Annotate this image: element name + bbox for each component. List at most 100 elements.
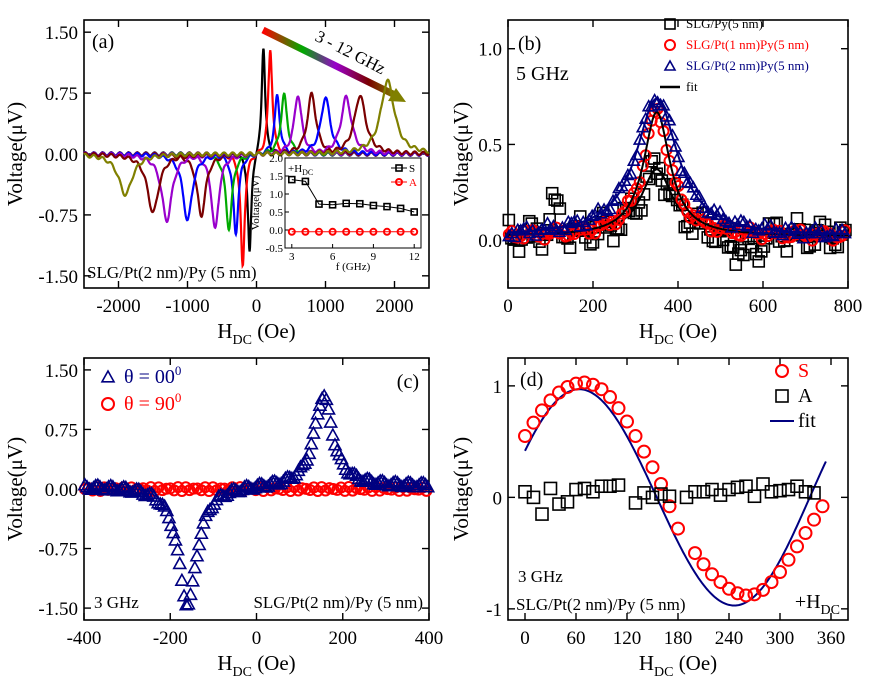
data-marker [165,525,181,539]
data-marker [516,221,531,234]
x-tick-label: 360 [817,628,846,649]
inset-marker [383,227,391,236]
x-tick-label: 60 [567,628,586,649]
panel-b: 0 200 400 600 800 0.0 0.5 1.0 HDC (Oe) Voltage(μV… [449,16,862,348]
data-marker [798,484,813,499]
inset-marker [383,202,391,211]
inset-x-label: f (GHz) [336,261,371,273]
x-tick-label: -400 [67,628,102,649]
data-marker [191,537,207,551]
data-marker [688,546,702,561]
y-axis-label: Voltage(μV) [449,437,473,541]
data-marker [170,542,185,556]
frequency-label: 3 GHz [94,593,139,612]
data-marker [739,479,753,494]
data-marker [203,484,216,497]
data-marker [303,436,319,450]
data-marker [418,477,433,491]
data-marker [668,139,683,152]
legend-marker [664,39,676,51]
inset-marker [328,201,337,209]
inset-y-tick-label: 1.0 [269,189,283,201]
data-marker [790,212,804,225]
data-marker [396,478,412,492]
data-marker [161,510,177,524]
x-tick-label: 200 [329,628,358,649]
data-marker [325,427,341,441]
y-tick-label: 0.00 [45,145,78,166]
data-marker [189,548,205,562]
data-marker [172,556,188,570]
frequency-label: 3 GHz [518,567,563,586]
data-marker [644,99,659,112]
x-axis-label: HDC (Oe) [217,319,295,348]
inset-x-tick-label: 12 [409,251,420,263]
field-direction-label: +HDC [795,591,840,618]
x-tick-label: 200 [579,296,608,317]
x-tick-label: 300 [766,628,795,649]
y-tick-label: 0.75 [45,420,78,441]
data-marker [781,552,796,567]
x-tick-label: -1000 [165,296,209,317]
x-tick-label: 0 [503,296,513,317]
data-marker [310,406,326,420]
data-marker [730,480,745,495]
data-marker [677,165,692,179]
data-marker [716,211,730,225]
data-marker [552,385,566,400]
data-marker [798,526,813,541]
panel-d: 0 60 120 180 240 300 360 1 0 -1 HDC (Oe) Voltage(μV… [449,357,849,679]
data-marker [637,444,651,459]
data-marker [558,222,573,236]
panel-label: (c) [397,371,419,393]
y-tick-label: -1.50 [38,599,78,620]
legend-label: θ = 000 [124,363,181,388]
data-marker [603,390,617,405]
data-marker [756,477,770,491]
data-marker [652,161,666,175]
data-marker [637,486,651,500]
panel-c: -400 -200 0 200 400 1.50 0.75 0.00 -0.75 -1.50 HDC… [3,357,443,679]
data-marker [124,484,140,498]
data-marker [569,482,583,497]
x-tick-label: 600 [749,296,778,317]
data-marker [347,465,362,480]
data-marker [181,596,196,610]
legend-label: fit [686,79,698,94]
data-marker [678,198,691,211]
data-marker [671,149,686,163]
inset-legend-marker [395,164,403,172]
data-marker [618,205,631,218]
legend-label: fit [798,410,816,432]
inset-marker [396,204,405,213]
data-marker [773,483,787,498]
x-tick-label: 1000 [307,296,345,317]
legend-label: SLG/Py(5 nm) [686,16,763,31]
data-marker [747,489,762,504]
data-marker [569,376,583,391]
y-tick-label: 0.0 [478,231,502,252]
data-marker [321,401,336,415]
data-marker [686,227,699,240]
legend-marker [775,389,789,403]
data-marker [513,223,528,236]
data-marker [299,452,315,466]
data-marker [629,147,644,161]
data-marker [752,255,766,268]
data-marker [705,567,719,582]
inset-marker [396,227,405,236]
data-marker [323,414,339,428]
data-marker [626,153,641,167]
data-marker [308,415,323,429]
data-marker [628,496,643,510]
data-marker [689,187,704,201]
inset-y-tick-label: 2.0 [269,153,283,165]
fit-line [507,97,848,235]
data-marker [174,572,190,586]
data-marker [814,223,829,236]
frequency-label: 5 GHz [516,63,569,85]
y-axis-label: Voltage(μV) [3,437,27,541]
data-marker [507,229,522,243]
x-tick-label: -200 [153,628,188,649]
data-marker [756,582,770,597]
